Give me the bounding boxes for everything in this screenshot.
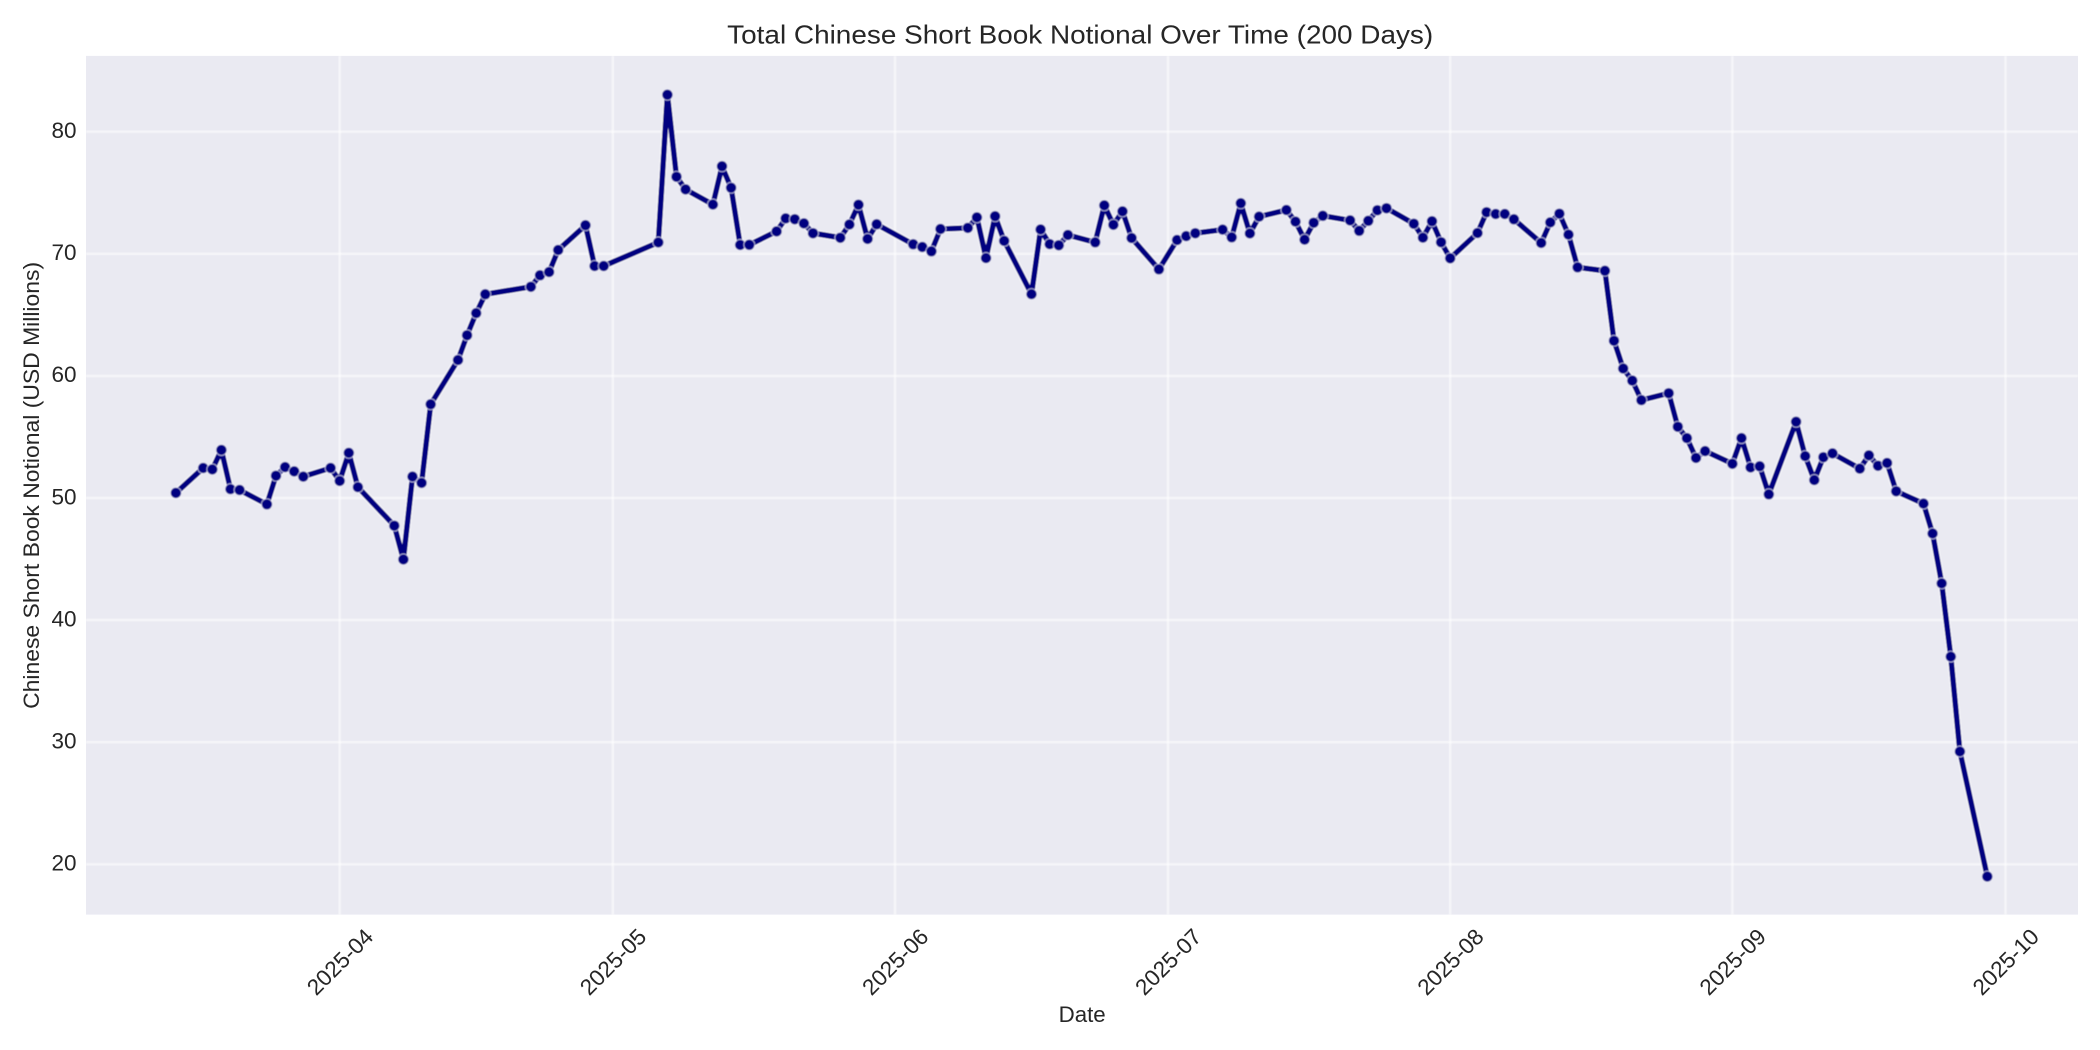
svg-text:50: 50 [51,484,76,509]
svg-text:80: 80 [51,118,76,143]
svg-text:Date: Date [1059,1002,1106,1027]
svg-text:Total Chinese Short Book Notio: Total Chinese Short Book Notional Over T… [727,19,1433,49]
svg-text:20: 20 [51,851,76,876]
svg-text:70: 70 [51,240,76,265]
svg-text:30: 30 [51,729,76,754]
svg-text:40: 40 [51,606,76,631]
svg-text:60: 60 [51,362,76,387]
svg-text:Chinese Short Book Notional (U: Chinese Short Book Notional (USD Million… [19,262,44,709]
